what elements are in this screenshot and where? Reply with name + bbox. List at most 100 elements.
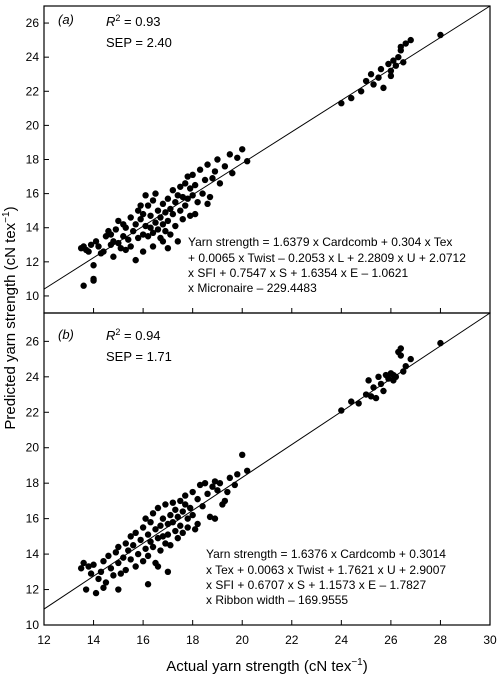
data-point: [177, 183, 184, 190]
data-point: [149, 543, 157, 551]
data-point: [107, 231, 115, 238]
data-point: [380, 84, 387, 92]
data-point: [167, 542, 174, 549]
data-point: [199, 503, 206, 510]
data-point: [142, 515, 149, 522]
y-tick-label-a: 22: [26, 84, 40, 98]
r2-text-a: R2 = 0.93: [106, 13, 161, 29]
data-point: [120, 554, 127, 561]
r2-text-b: R2 = 0.94: [106, 327, 161, 343]
data-point: [87, 570, 95, 577]
data-point: [147, 224, 154, 231]
data-point: [154, 534, 162, 542]
data-point: [375, 74, 382, 81]
y-tick-label-b: 16: [26, 512, 40, 526]
data-point: [174, 238, 181, 245]
data-point: [348, 94, 355, 102]
data-point: [206, 513, 214, 521]
data-point: [189, 192, 196, 199]
data-point: [234, 471, 241, 478]
data-point: [338, 407, 345, 414]
y-tick-label-b: 12: [26, 583, 40, 597]
data-point: [125, 236, 132, 243]
fit-line-b: [43, 312, 491, 610]
data-point: [201, 176, 209, 184]
data-point: [162, 501, 169, 508]
data-point: [375, 373, 382, 381]
data-point: [184, 515, 191, 522]
data-point: [157, 522, 164, 529]
data-point: [120, 221, 127, 228]
x-tick-label: 16: [136, 633, 150, 647]
data-point: [216, 479, 224, 487]
panel-label-b: (b): [58, 327, 74, 342]
data-point: [167, 205, 174, 213]
equation-a-line-3: x SFI + 0.7547 x S + 1.6354 x E – 1.0621: [188, 266, 408, 280]
data-point: [105, 552, 112, 560]
data-point: [125, 547, 132, 554]
data-point: [221, 497, 229, 505]
data-point: [239, 146, 246, 153]
data-point: [137, 536, 144, 544]
r2-symbol-a: R: [106, 14, 115, 29]
r2-symbol-b: R: [106, 328, 115, 343]
data-point: [397, 43, 404, 51]
data-point: [390, 371, 397, 379]
data-point: [127, 533, 134, 540]
data-point: [159, 533, 167, 540]
data-point: [179, 529, 186, 537]
x-tick-label: 28: [434, 633, 448, 647]
data-point: [214, 156, 221, 163]
data-point: [402, 362, 409, 370]
data-point: [117, 244, 125, 252]
data-point: [127, 243, 134, 250]
data-point: [362, 391, 370, 398]
y-tick-label-a: 24: [26, 50, 40, 64]
data-point: [186, 504, 194, 512]
y-tick-label-a: 26: [26, 16, 40, 30]
data-point: [95, 243, 102, 250]
x-axis-title-sup: −1: [351, 657, 363, 668]
scatter-points-a: [77, 31, 444, 289]
equation-b-line-3: x SFI + 0.6707 x S + 1.1573 x E – 1.7827: [206, 578, 426, 592]
data-point: [159, 200, 167, 208]
data-point: [107, 565, 115, 572]
r2-exponent-a: 2: [115, 13, 120, 23]
data-point: [115, 543, 122, 551]
data-point: [117, 570, 125, 577]
data-point: [172, 222, 179, 230]
data-point: [90, 561, 97, 568]
data-point: [77, 565, 85, 572]
data-point: [214, 487, 221, 494]
data-point: [115, 217, 122, 225]
data-point: [100, 557, 107, 565]
data-point: [224, 488, 231, 496]
data-point: [400, 59, 407, 66]
x-tick-label: 18: [186, 633, 200, 647]
data-point: [377, 380, 385, 388]
y-tick-label-a: 16: [26, 187, 40, 201]
data-point: [137, 202, 144, 209]
panel-b: 10 12 14 16 18 20 22 24 26 (b) R2 = 0.94 SEP = 1…: [26, 312, 491, 632]
data-point: [164, 568, 172, 576]
y-tick-label-b: 22: [26, 405, 40, 419]
data-point: [234, 154, 241, 161]
x-tick-label: 20: [236, 633, 250, 647]
data-point: [122, 540, 129, 547]
data-point: [194, 198, 201, 206]
data-point: [177, 497, 184, 505]
data-point: [82, 586, 90, 593]
data-point: [142, 545, 149, 552]
data-point: [199, 190, 206, 197]
data-point: [144, 581, 152, 588]
data-point: [100, 248, 107, 255]
data-point: [231, 481, 238, 489]
data-point: [370, 81, 377, 88]
y-tick-label-b: 24: [26, 370, 40, 384]
data-point: [209, 175, 216, 182]
data-point: [177, 522, 184, 529]
data-point: [169, 518, 177, 526]
data-point: [372, 394, 380, 402]
data-point: [206, 193, 214, 201]
